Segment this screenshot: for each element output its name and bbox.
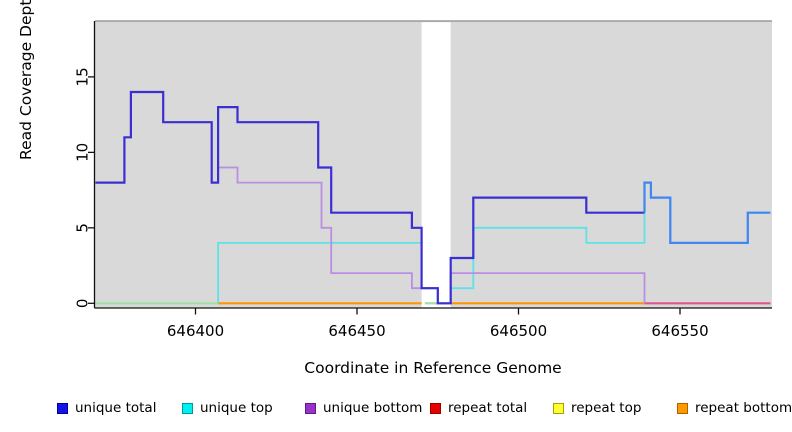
legend-swatch-icon — [677, 402, 688, 414]
legend-label: unique top — [200, 400, 273, 416]
legend-label: unique total — [75, 400, 157, 416]
x-tick-label: 646550 — [651, 322, 708, 340]
y-axis-title: Read Coverage Depth — [17, 0, 35, 160]
series-line-unique-total-right — [643, 181, 771, 244]
x-tick-label: 646500 — [490, 322, 547, 340]
legend-item-unique-bottom: unique bottom — [305, 398, 422, 418]
masked-region — [421, 22, 451, 308]
legend-label: repeat bottom — [695, 400, 792, 416]
legend-item-repeat-total: repeat total — [430, 398, 527, 418]
legend-item-repeat-top: repeat top — [553, 398, 641, 418]
y-tick-label: 15 — [74, 67, 92, 86]
legend-item-unique-top: unique top — [182, 398, 273, 418]
legend-swatch-icon — [553, 402, 564, 414]
y-axis-title-text: Read Coverage Depth — [17, 0, 35, 160]
chart-legend: unique total unique top unique bottom repea… — [0, 398, 792, 420]
x-axis-title-text: Coordinate in Reference Genome — [304, 359, 562, 377]
legend-item-unique-total: unique total — [57, 398, 156, 418]
legend-label: repeat top — [571, 400, 642, 416]
x-tick-label: 646450 — [328, 322, 385, 340]
x-axis-title: Coordinate in Reference Genome — [0, 359, 792, 377]
y-tick-label: 10 — [74, 143, 92, 162]
legend-swatch-icon — [305, 402, 316, 414]
y-tick-label: 5 — [74, 223, 92, 233]
legend-swatch-icon — [182, 402, 193, 414]
x-tick-label: 646400 — [167, 322, 224, 340]
legend-label: repeat total — [448, 400, 528, 416]
legend-label: unique bottom — [323, 400, 423, 416]
legend-swatch-icon — [57, 402, 68, 414]
legend-swatch-icon — [430, 402, 441, 414]
y-tick-label: 0 — [74, 299, 92, 309]
legend-item-repeat-bottom: repeat bottom — [677, 398, 792, 418]
series-line-unique-total — [95, 90, 645, 305]
